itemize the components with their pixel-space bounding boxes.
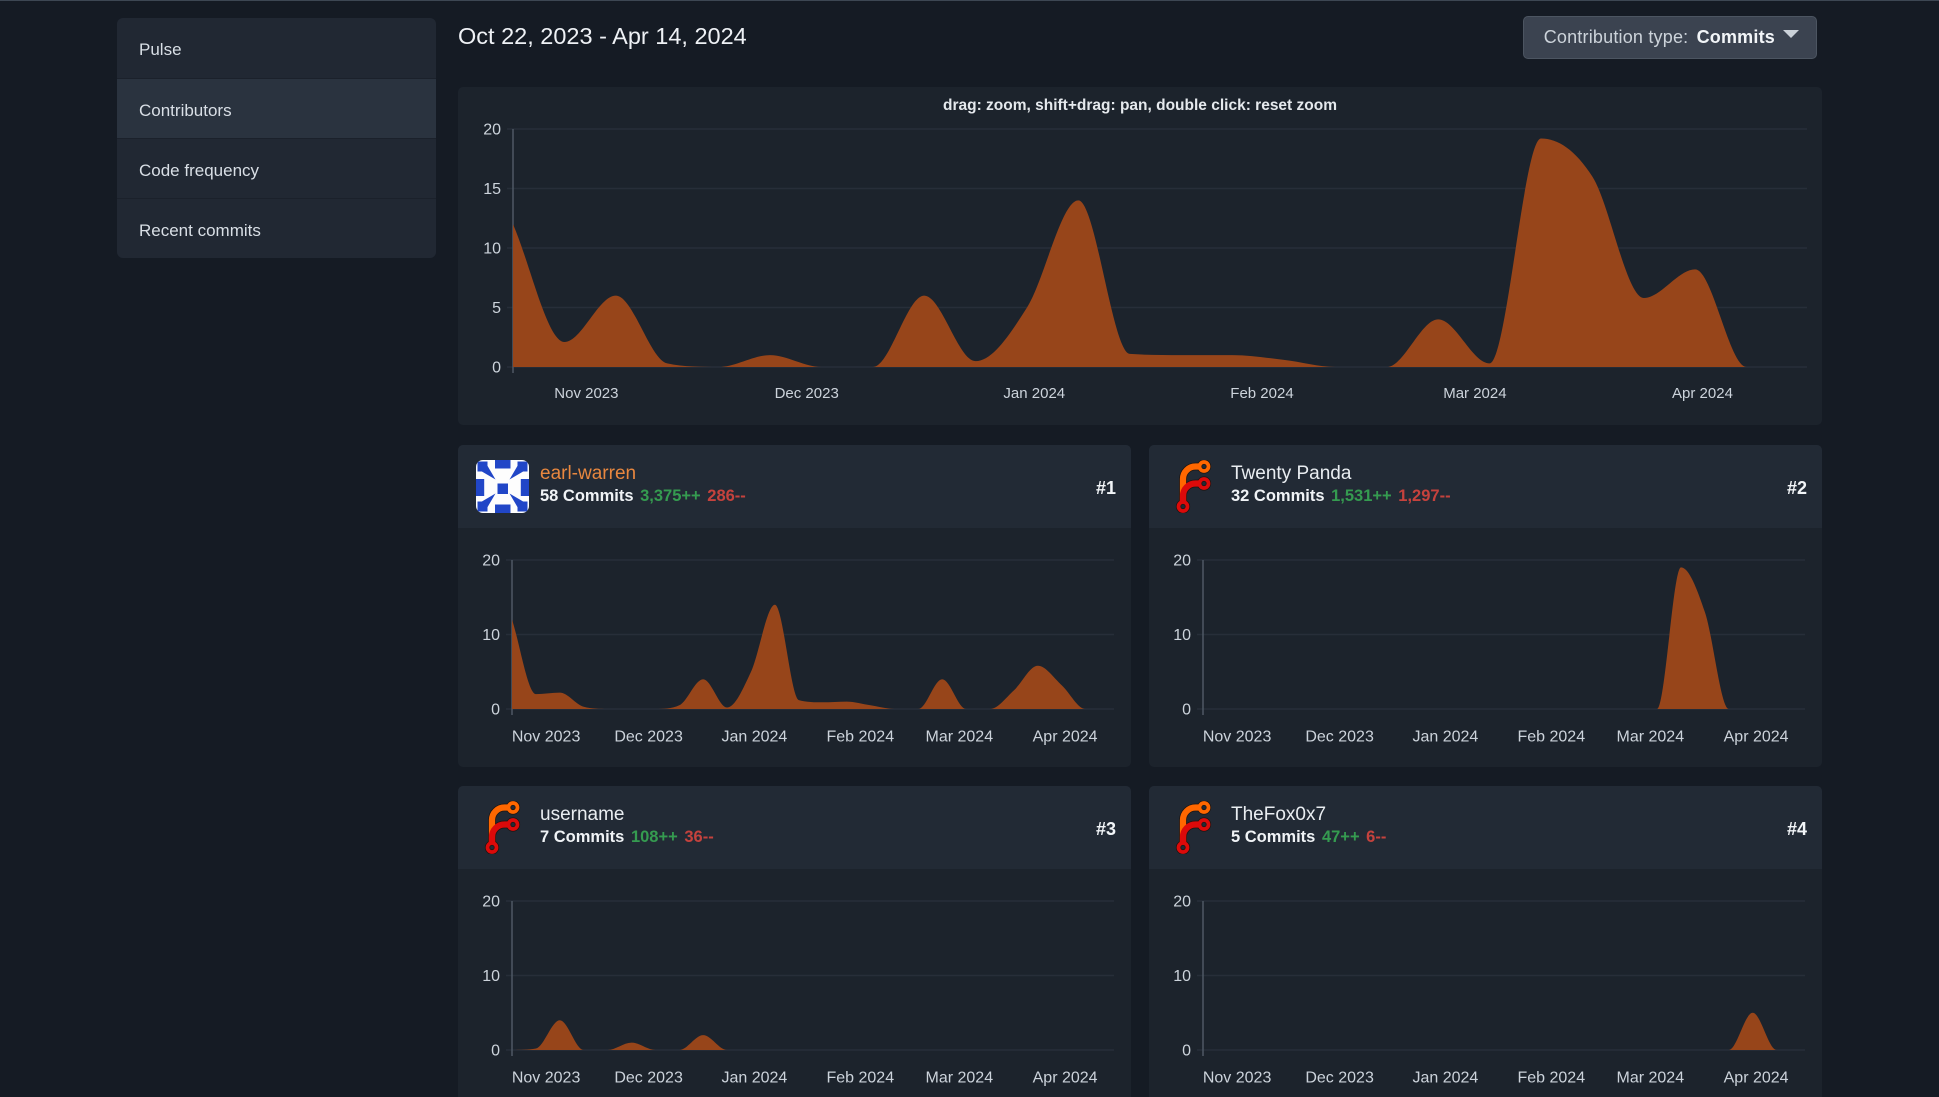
svg-text:Apr 2024: Apr 2024 [1033, 1070, 1098, 1087]
svg-text:20: 20 [1173, 894, 1191, 911]
svg-text:0: 0 [1182, 1043, 1191, 1060]
svg-text:Jan 2024: Jan 2024 [1412, 729, 1478, 746]
svg-text:Nov 2023: Nov 2023 [1203, 1070, 1272, 1087]
svg-text:Feb 2024: Feb 2024 [826, 729, 894, 746]
svg-text:Mar 2024: Mar 2024 [1443, 385, 1506, 402]
svg-text:20: 20 [482, 553, 500, 570]
svg-text:Dec 2023: Dec 2023 [775, 385, 839, 402]
svg-text:Dec 2023: Dec 2023 [1305, 1070, 1374, 1087]
svg-text:Apr 2024: Apr 2024 [1724, 1070, 1789, 1087]
svg-text:Mar 2024: Mar 2024 [1617, 729, 1685, 746]
svg-text:Jan 2024: Jan 2024 [1412, 1070, 1478, 1087]
svg-text:Dec 2023: Dec 2023 [614, 729, 683, 746]
svg-text:0: 0 [491, 1043, 500, 1060]
svg-text:20: 20 [483, 122, 501, 139]
svg-text:Nov 2023: Nov 2023 [512, 1070, 581, 1087]
svg-text:Mar 2024: Mar 2024 [926, 1070, 994, 1087]
svg-text:0: 0 [492, 360, 501, 377]
svg-text:Jan 2024: Jan 2024 [721, 729, 787, 746]
svg-text:0: 0 [491, 702, 500, 719]
svg-text:Dec 2023: Dec 2023 [614, 1070, 683, 1087]
svg-text:Jan 2024: Jan 2024 [721, 1070, 787, 1087]
svg-text:Nov 2023: Nov 2023 [1203, 729, 1272, 746]
svg-text:Feb 2024: Feb 2024 [826, 1070, 894, 1087]
svg-text:Mar 2024: Mar 2024 [926, 729, 994, 746]
svg-text:Nov 2023: Nov 2023 [512, 729, 581, 746]
svg-text:Mar 2024: Mar 2024 [1617, 1070, 1685, 1087]
svg-text:Feb 2024: Feb 2024 [1517, 729, 1585, 746]
svg-text:10: 10 [483, 241, 501, 258]
svg-text:Apr 2024: Apr 2024 [1033, 729, 1098, 746]
svg-text:15: 15 [483, 181, 501, 198]
svg-text:10: 10 [482, 627, 500, 644]
svg-text:Jan 2024: Jan 2024 [1003, 385, 1065, 402]
svg-text:0: 0 [1182, 702, 1191, 719]
svg-text:Apr 2024: Apr 2024 [1672, 385, 1733, 402]
svg-text:Apr 2024: Apr 2024 [1724, 729, 1789, 746]
svg-text:Feb 2024: Feb 2024 [1230, 385, 1293, 402]
svg-text:Nov 2023: Nov 2023 [554, 385, 618, 402]
svg-text:20: 20 [482, 894, 500, 911]
svg-text:Feb 2024: Feb 2024 [1517, 1070, 1585, 1087]
svg-text:10: 10 [1173, 968, 1191, 985]
svg-text:5: 5 [492, 300, 501, 317]
svg-text:Dec 2023: Dec 2023 [1305, 729, 1374, 746]
svg-text:10: 10 [482, 968, 500, 985]
svg-text:20: 20 [1173, 553, 1191, 570]
svg-text:10: 10 [1173, 627, 1191, 644]
